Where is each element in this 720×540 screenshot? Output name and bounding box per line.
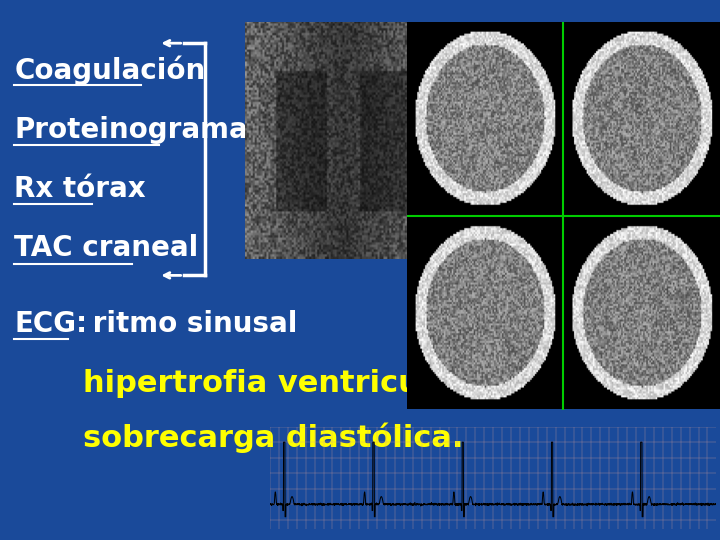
Text: normal: normal: [248, 116, 359, 144]
Text: ritmo sinusal: ritmo sinusal: [83, 310, 297, 338]
Text: Proteinograma: Proteinograma: [14, 116, 248, 144]
Text: Coagulación: Coagulación: [14, 56, 206, 85]
Text: ECG:: ECG:: [14, 310, 88, 338]
Text: hipertrofia ventricular izquierda: hipertrofia ventricular izquierda: [83, 369, 636, 398]
Text: Rx tórax: Rx tórax: [14, 175, 146, 203]
Text: TAC craneal: TAC craneal: [14, 234, 199, 262]
Text: sobrecarga diastólica.: sobrecarga diastólica.: [83, 422, 463, 453]
